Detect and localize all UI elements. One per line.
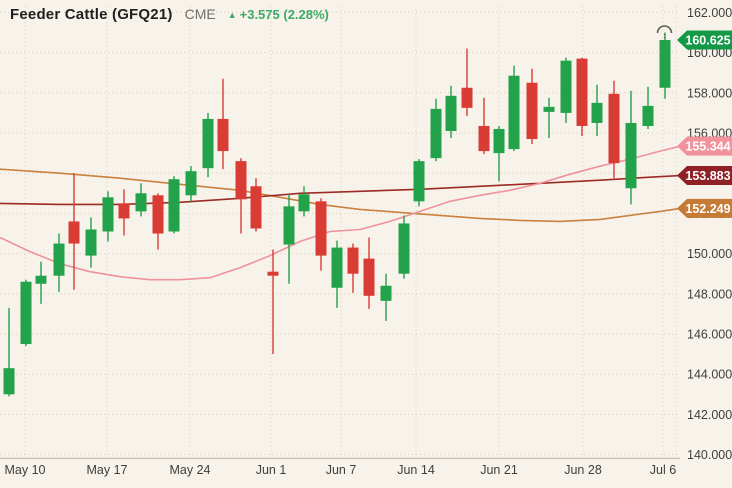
candle-body-down[interactable] [68, 221, 80, 244]
candle-body-down[interactable] [478, 125, 490, 152]
candle-body-down[interactable] [526, 82, 538, 140]
x-axis-label: Jun 14 [397, 463, 435, 477]
last-price-tag-value: 160.625 [685, 34, 730, 48]
candle-body-up[interactable] [135, 193, 147, 212]
ma-mid-price-tag [677, 166, 732, 186]
price-change: ▲ +3.575 (2.28%) [228, 7, 329, 22]
x-axis-label: Jun 7 [326, 463, 357, 477]
candle-body-up[interactable] [202, 118, 214, 169]
ma-slow-price-tag [677, 198, 732, 218]
candle-body-up[interactable] [185, 171, 197, 196]
y-axis-label: 144.000 [687, 368, 732, 382]
candle-body-down[interactable] [250, 186, 262, 229]
y-axis-label: 146.000 [687, 328, 732, 342]
y-axis-label: 162.000 [687, 6, 732, 20]
candle-body-up[interactable] [35, 275, 47, 284]
candle-body-down[interactable] [267, 271, 279, 276]
x-axis-label: Jul 6 [650, 463, 676, 477]
candle-body-up[interactable] [560, 60, 572, 113]
ma-mid-price-tag-value: 153.883 [685, 169, 730, 183]
ma-slow-price-tag-value: 152.249 [685, 202, 730, 216]
y-axis-label: 140.000 [687, 448, 732, 462]
candle-body-down[interactable] [608, 93, 620, 164]
candle-body-up[interactable] [493, 128, 505, 154]
candle-body-down[interactable] [235, 161, 247, 200]
candle-body-up[interactable] [398, 223, 410, 274]
last-price-tag [677, 30, 732, 50]
candle-body-down[interactable] [347, 247, 359, 274]
candle-body-down[interactable] [217, 118, 229, 152]
candle-body-up[interactable] [53, 243, 65, 276]
candle-body-up[interactable] [508, 75, 520, 150]
candle-body-up[interactable] [543, 106, 555, 112]
candle-body-up[interactable] [102, 197, 114, 232]
change-value: +3.575 (2.28%) [239, 7, 329, 22]
up-arrow-icon: ▲ [227, 10, 237, 20]
y-axis-label: 150.000 [687, 247, 732, 261]
y-axis-label: 158.000 [687, 86, 732, 100]
candle-body-up[interactable] [642, 105, 654, 126]
chart-header: Feeder Cattle (GFQ21) CME ▲ +3.575 (2.28%… [10, 6, 329, 23]
candle-body-up[interactable] [445, 95, 457, 131]
instrument-title: Feeder Cattle (GFQ21) [10, 6, 173, 23]
candle-body-up[interactable] [625, 122, 637, 189]
x-axis-label: May 17 [87, 463, 128, 477]
y-axis-label: 160.000 [687, 46, 732, 60]
candle-body-down[interactable] [118, 203, 130, 219]
x-axis-label: Jun 28 [564, 463, 602, 477]
ma-slow-orange-line [0, 168, 681, 223]
candle-body-down[interactable] [576, 58, 588, 126]
candle-body-up[interactable] [659, 40, 671, 88]
candle-body-down[interactable] [315, 201, 327, 256]
ma-fast-price-tag-value: 155.344 [685, 140, 730, 154]
x-axis-label: Jun 21 [480, 463, 518, 477]
candle-body-up[interactable] [591, 102, 603, 123]
candle-body-up[interactable] [85, 229, 97, 256]
x-axis-label: May 24 [170, 463, 211, 477]
candle-body-up[interactable] [413, 161, 425, 202]
x-axis-label: Jun 1 [256, 463, 287, 477]
candle-body-up[interactable] [168, 179, 180, 232]
candle-body-up[interactable] [20, 281, 32, 345]
candle-body-up[interactable] [331, 247, 343, 288]
candle-body-up[interactable] [380, 285, 392, 301]
y-axis-label: 148.000 [687, 287, 732, 301]
candle-body-up[interactable] [3, 368, 15, 395]
candle-body-up[interactable] [298, 194, 310, 212]
candle-body-down[interactable] [152, 195, 164, 234]
forecast-arc-icon [656, 25, 673, 34]
candle-body-down[interactable] [363, 258, 375, 296]
candle-body-up[interactable] [283, 206, 295, 245]
y-axis-label: 142.000 [687, 408, 732, 422]
ma-fast-price-tag [677, 136, 732, 156]
ma-fast-pink-line [0, 145, 681, 281]
x-axis-label: May 10 [5, 463, 46, 477]
candle-body-down[interactable] [461, 87, 473, 108]
candle-body-up[interactable] [430, 108, 442, 159]
exchange-label: CME [184, 6, 216, 22]
